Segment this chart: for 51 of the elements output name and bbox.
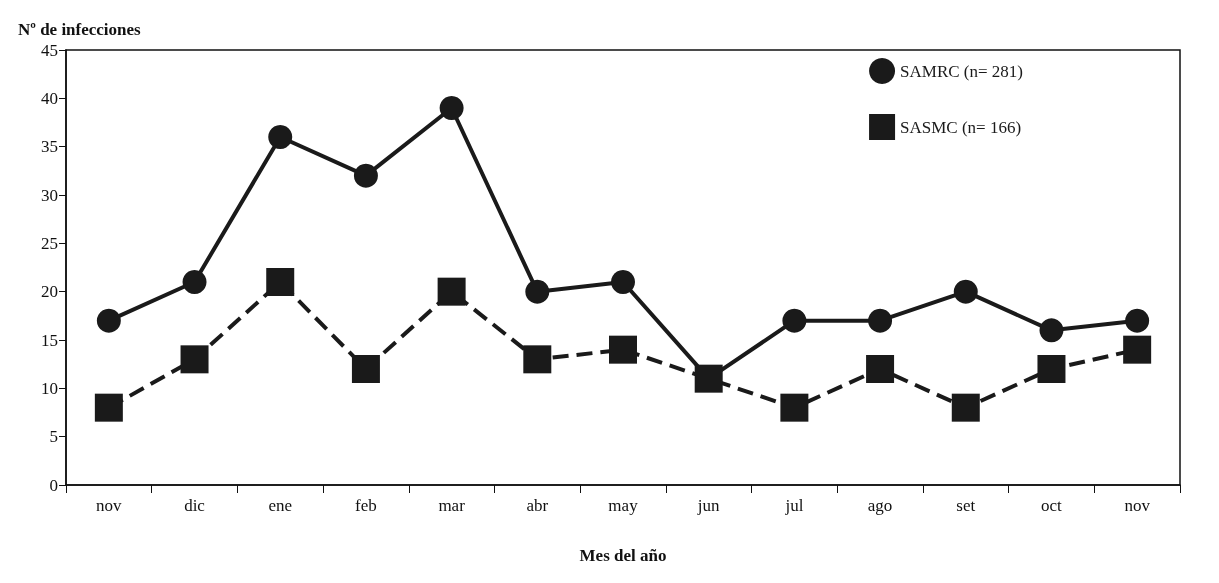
x-tick-label: set [956, 496, 976, 515]
y-tick-label: 10 [41, 378, 58, 398]
point [351, 355, 380, 383]
legend-label: SAMRC (n= 281) [900, 61, 1023, 81]
x-tick-label: mar [438, 496, 466, 515]
x-tick-label: ago [867, 496, 893, 515]
point [611, 270, 635, 294]
point [96, 308, 121, 333]
y-tick-label: 25 [41, 233, 58, 253]
x-tick-label: nov [96, 496, 123, 515]
x-tick-label: dic [184, 496, 206, 515]
point [1125, 308, 1150, 333]
point [353, 163, 378, 188]
point [525, 279, 550, 304]
y-tick-label: 45 [41, 40, 58, 60]
x-tick-label: feb [355, 496, 377, 515]
legend-label: SASMC (n= 166) [900, 117, 1022, 137]
y-tick-label: 40 [41, 88, 58, 108]
y-tick-label: 35 [41, 137, 58, 157]
point [523, 345, 552, 374]
x-tick-label: may [608, 496, 639, 515]
y-tick-label: 15 [41, 330, 58, 350]
y-tick-label: 20 [41, 282, 58, 302]
point [180, 345, 209, 374]
point [953, 279, 978, 304]
y-tick-label: 30 [41, 185, 58, 205]
x-tick-label: jul [784, 496, 804, 515]
point [1039, 318, 1064, 343]
point [437, 277, 466, 306]
x-tick-label: abr [526, 496, 549, 515]
point [182, 270, 207, 294]
point [439, 96, 464, 120]
y-tick-label: 5 [49, 427, 58, 447]
point [868, 308, 893, 333]
x-tick-label: nov [1124, 496, 1151, 515]
point [1037, 355, 1066, 383]
y-axis-title: Nº de infecciones [18, 20, 142, 39]
x-axis-title: Mes del año [579, 546, 667, 565]
point [94, 393, 123, 422]
point [951, 393, 980, 422]
x-tick-label: jun [696, 496, 721, 515]
point [266, 268, 295, 296]
point [866, 355, 895, 383]
point [782, 308, 807, 333]
point [780, 393, 809, 422]
x-tick-label: oct [1041, 496, 1063, 515]
point [268, 125, 293, 149]
x-tick-label: ene [268, 496, 293, 515]
point [1123, 335, 1152, 364]
y-tick-label: 0 [49, 475, 58, 495]
point [609, 335, 637, 364]
